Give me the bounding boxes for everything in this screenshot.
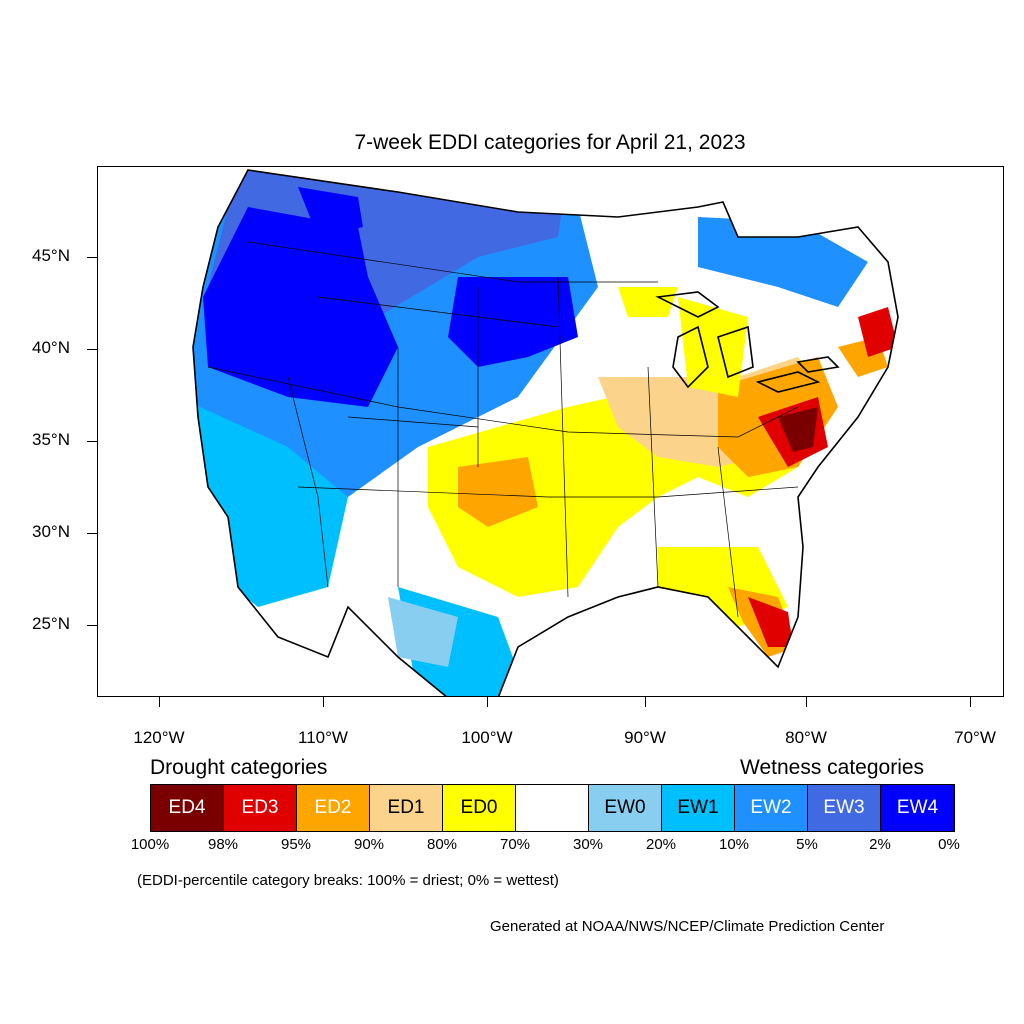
x-tick-label: 110°W (298, 728, 348, 747)
coastlines (192, 169, 899, 696)
legend-box-ed3: ED3 (224, 785, 297, 831)
credit-text: Generated at NOAA/NWS/NCEP/Climate Predi… (490, 918, 885, 935)
y-tick-label: 40°N (32, 338, 70, 357)
x-tick (487, 697, 488, 707)
percentile-break-label: 100% (130, 836, 170, 853)
percentile-break-label: 90% (353, 836, 385, 853)
category-breaks-note: (EDDI-percentile category breaks: 100% =… (137, 872, 559, 889)
color-legend: ED4 ED3 ED2 ED1 ED0 EW0 EW1 EW2 EW3 EW4 (150, 784, 955, 832)
legend-box-ed0: ED0 (443, 785, 516, 831)
percentile-break-label: 30% (572, 836, 604, 853)
y-tick-label: 35°N (32, 430, 70, 449)
drought-categories-heading: Drought categories (150, 756, 328, 779)
percentile-break-label: 70% (499, 836, 531, 853)
y-tick (87, 257, 97, 258)
y-tick (87, 625, 97, 626)
conus-map-svg (192, 169, 899, 696)
legend-box-ed2: ED2 (297, 785, 370, 831)
legend-box-ed4: ED4 (151, 785, 224, 831)
legend-box-ew0: EW0 (589, 785, 662, 831)
percentile-break-label: 98% (207, 836, 239, 853)
eddi-shading (193, 170, 898, 696)
legend-box-ed1: ED1 (370, 785, 443, 831)
percentile-break-label: 2% (869, 836, 891, 853)
legend-box-ew3: EW3 (808, 785, 881, 831)
x-tick-label: 80°W (785, 728, 827, 747)
wetness-categories-heading: Wetness categories (740, 756, 925, 779)
x-tick-label: 100°W (461, 728, 513, 747)
x-tick (159, 697, 160, 707)
map-title: 7-week EDDI categories for April 21, 202… (354, 131, 746, 154)
y-tick (87, 533, 97, 534)
legend-box-ew1: EW1 (662, 785, 735, 831)
x-tick (645, 697, 646, 707)
legend-box-ew2: EW2 (735, 785, 808, 831)
legend-box-neutral (516, 785, 589, 831)
y-tick-label: 45°N (32, 246, 70, 265)
legend-box-ew4: EW4 (881, 785, 954, 831)
y-tick (87, 349, 97, 350)
y-tick (87, 441, 97, 442)
percentile-break-label: 5% (796, 836, 818, 853)
percentile-break-label: 0% (938, 836, 960, 853)
state-borders (207, 241, 799, 618)
y-tick-label: 25°N (32, 614, 70, 633)
percentile-break-label: 10% (718, 836, 750, 853)
x-tick-label: 120°W (133, 728, 185, 747)
x-tick (970, 697, 971, 707)
percentile-break-label: 20% (645, 836, 677, 853)
eddi-map (97, 166, 1004, 697)
y-tick-label: 30°N (32, 522, 70, 541)
percentile-break-label: 80% (426, 836, 458, 853)
percentile-break-label: 95% (280, 836, 312, 853)
x-tick (806, 697, 807, 707)
x-tick (323, 697, 324, 707)
x-tick-label: 70°W (954, 728, 996, 747)
x-tick-label: 90°W (624, 728, 666, 747)
